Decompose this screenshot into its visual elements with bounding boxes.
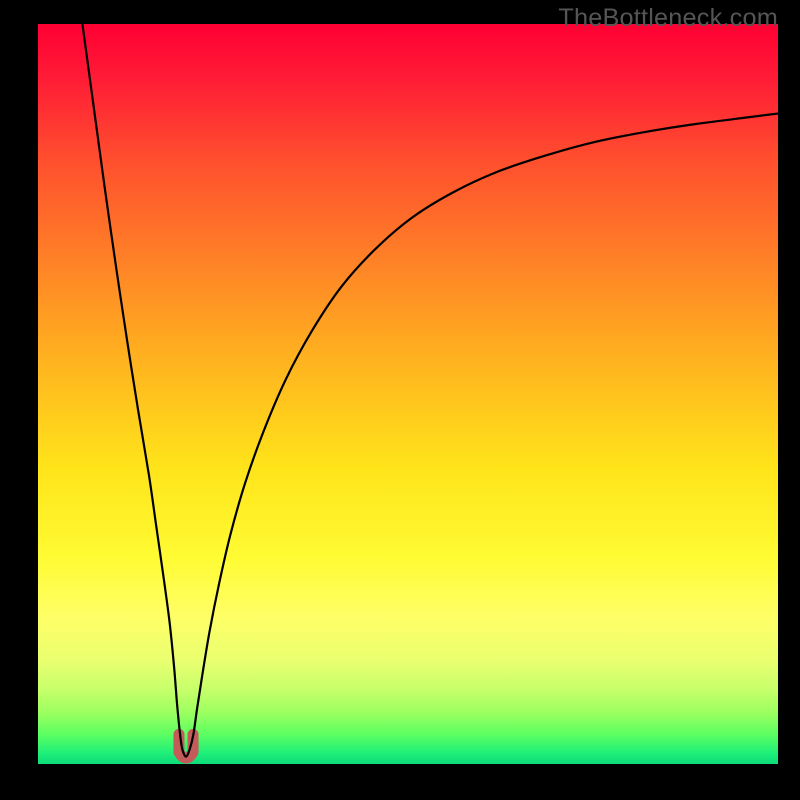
bottleneck-curve xyxy=(82,24,778,757)
curve-layer xyxy=(0,0,800,800)
chart-frame: TheBottleneck.com xyxy=(0,0,800,800)
